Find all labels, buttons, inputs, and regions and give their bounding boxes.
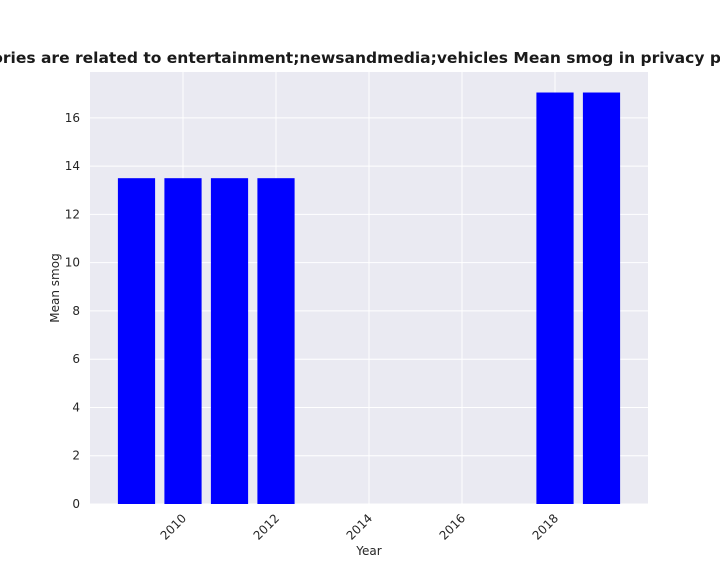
y-tick-label: 0 bbox=[72, 497, 80, 511]
bar-2019 bbox=[582, 92, 621, 504]
x-axis-ticks: 2010 2012 2014 2016 2018 bbox=[158, 511, 561, 542]
y-axis-label: Mean smog bbox=[48, 253, 62, 322]
y-axis-ticks: 0 2 4 6 8 10 12 14 16 bbox=[65, 111, 80, 511]
bar-2009 bbox=[117, 178, 156, 504]
y-tick-label: 4 bbox=[72, 400, 80, 414]
x-tick-label: 2012 bbox=[251, 511, 282, 542]
bar-2018 bbox=[536, 92, 574, 504]
x-tick-label: 2018 bbox=[530, 511, 561, 542]
y-tick-label: 16 bbox=[65, 111, 80, 125]
bar-2010 bbox=[164, 178, 202, 504]
x-axis-label: Year bbox=[355, 544, 381, 558]
y-tick-label: 6 bbox=[72, 352, 80, 366]
x-tick-label: 2010 bbox=[158, 511, 189, 542]
y-tick-label: 8 bbox=[72, 304, 80, 318]
y-tick-label: 10 bbox=[65, 256, 80, 270]
y-tick-label: 2 bbox=[72, 449, 80, 463]
y-tick-label: 14 bbox=[65, 159, 80, 173]
chart-title: categories are related to entertainment;… bbox=[0, 49, 720, 67]
x-tick-label: 2014 bbox=[344, 511, 375, 542]
y-tick-label: 12 bbox=[65, 207, 80, 221]
x-tick-label: 2016 bbox=[437, 511, 468, 542]
bars bbox=[117, 92, 621, 504]
bar-2011 bbox=[210, 178, 249, 504]
bar-2012 bbox=[257, 178, 295, 504]
